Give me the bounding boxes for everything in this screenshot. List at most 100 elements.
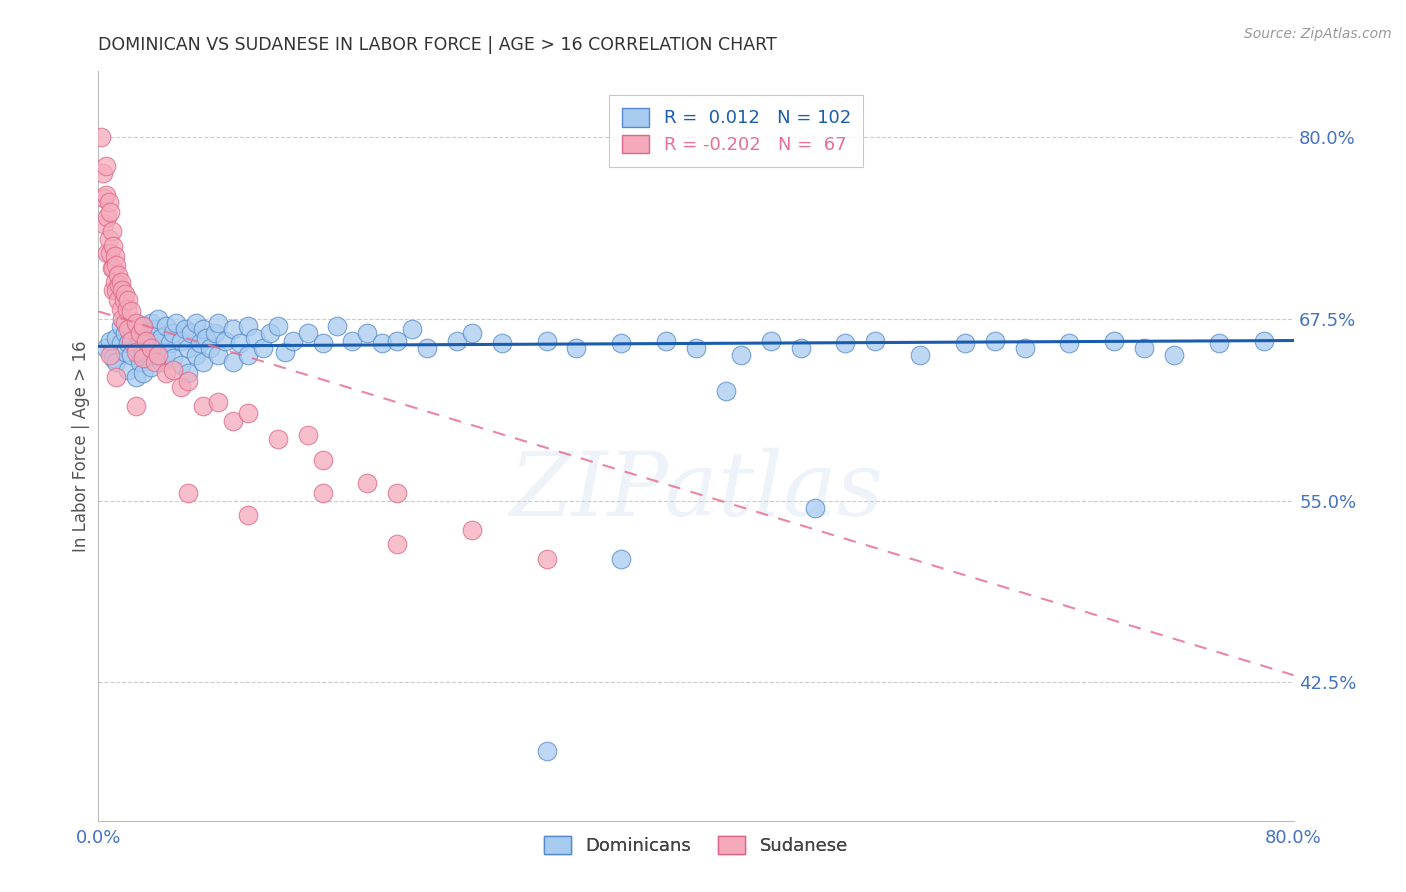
Point xyxy=(1014,341,1036,355)
Point xyxy=(143,348,166,362)
Point xyxy=(108,278,131,293)
Point xyxy=(117,336,139,351)
Point xyxy=(804,500,827,515)
Point xyxy=(297,326,319,341)
Point xyxy=(101,224,124,238)
Point xyxy=(110,336,132,351)
Point xyxy=(148,348,170,362)
Point xyxy=(834,336,856,351)
Point xyxy=(125,341,148,355)
Point xyxy=(110,318,132,333)
Point xyxy=(446,334,468,348)
Point xyxy=(177,374,200,388)
Point xyxy=(105,355,128,369)
Point xyxy=(110,276,132,290)
Point xyxy=(165,316,187,330)
Point xyxy=(214,334,236,348)
Point xyxy=(117,322,139,336)
Point xyxy=(115,301,138,316)
Point xyxy=(93,217,115,231)
Point xyxy=(655,334,678,348)
Point xyxy=(98,205,122,219)
Point xyxy=(461,523,484,537)
Point xyxy=(103,260,125,275)
Y-axis label: In Labor Force | Age > 16: In Labor Force | Age > 16 xyxy=(72,340,90,552)
Point xyxy=(103,239,125,253)
Point xyxy=(222,322,245,336)
Point xyxy=(139,336,162,351)
Point xyxy=(491,336,513,351)
Point xyxy=(110,301,132,316)
Point xyxy=(685,341,707,355)
Point xyxy=(759,334,782,348)
Point xyxy=(259,326,281,341)
Point xyxy=(401,322,423,336)
Point xyxy=(169,380,191,394)
Point xyxy=(129,355,152,369)
Point xyxy=(103,283,125,297)
Point xyxy=(155,345,177,359)
Point xyxy=(104,276,127,290)
Point xyxy=(155,366,177,380)
Point xyxy=(536,551,558,566)
Point xyxy=(112,293,135,307)
Point xyxy=(177,341,200,355)
Point xyxy=(91,166,114,180)
Point xyxy=(93,191,115,205)
Point xyxy=(125,399,148,413)
Point xyxy=(281,334,304,348)
Point xyxy=(274,345,297,359)
Point xyxy=(1208,336,1230,351)
Point xyxy=(155,318,177,333)
Point xyxy=(120,304,142,318)
Point xyxy=(162,362,184,376)
Point xyxy=(730,348,752,362)
Point xyxy=(177,366,200,380)
Point xyxy=(90,129,112,144)
Point xyxy=(416,341,439,355)
Point xyxy=(125,316,148,330)
Point xyxy=(267,433,290,447)
Point xyxy=(135,351,157,365)
Point xyxy=(356,326,378,341)
Point xyxy=(865,334,887,348)
Point xyxy=(356,476,378,491)
Point xyxy=(297,428,319,442)
Point xyxy=(98,348,122,362)
Point xyxy=(97,232,120,246)
Point xyxy=(953,336,976,351)
Point xyxy=(714,384,737,399)
Point xyxy=(184,348,207,362)
Point xyxy=(789,341,811,355)
Point xyxy=(461,326,484,341)
Point xyxy=(252,341,274,355)
Point xyxy=(984,334,1007,348)
Point xyxy=(101,260,124,275)
Point xyxy=(207,394,229,409)
Point xyxy=(236,348,259,362)
Point xyxy=(229,336,252,351)
Point xyxy=(114,287,136,301)
Point xyxy=(207,316,229,330)
Point xyxy=(135,334,157,348)
Point xyxy=(207,348,229,362)
Point xyxy=(610,336,633,351)
Point xyxy=(610,551,633,566)
Point xyxy=(371,336,394,351)
Point xyxy=(103,351,125,365)
Point xyxy=(169,334,191,348)
Point xyxy=(114,316,136,330)
Point xyxy=(200,341,222,355)
Point xyxy=(180,326,202,341)
Point xyxy=(139,359,162,374)
Point xyxy=(120,334,142,348)
Point xyxy=(98,334,122,348)
Point xyxy=(125,316,148,330)
Point xyxy=(105,330,128,344)
Point xyxy=(385,486,409,500)
Point xyxy=(169,358,191,372)
Point xyxy=(107,268,129,282)
Point xyxy=(565,341,588,355)
Point xyxy=(132,318,155,333)
Point xyxy=(139,341,162,355)
